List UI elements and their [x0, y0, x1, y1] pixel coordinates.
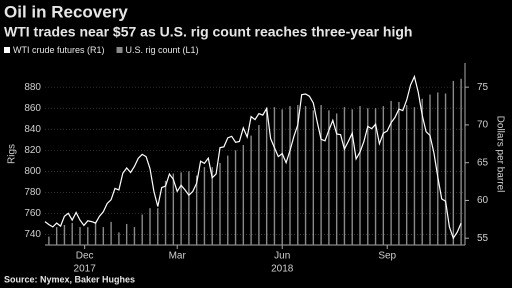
- bar: [164, 180, 167, 245]
- bar: [195, 175, 198, 245]
- chart-subtitle: WTI trades near $57 as U.S. rig count re…: [4, 24, 412, 40]
- y-tick-label: 780: [24, 187, 41, 198]
- bar: [328, 110, 330, 246]
- y-tick-label: 860: [24, 103, 41, 114]
- bar: [304, 106, 307, 245]
- bar: [390, 100, 392, 245]
- y2-tick-label: 55: [477, 233, 489, 244]
- bar: [250, 135, 252, 245]
- legend-swatch: [4, 47, 10, 53]
- bar: [382, 106, 385, 245]
- bar: [460, 78, 462, 245]
- y-tick-label: 880: [24, 82, 41, 93]
- bar: [273, 107, 276, 246]
- bar: [141, 214, 143, 245]
- bar: [374, 108, 377, 245]
- bar: [234, 150, 237, 245]
- y-tick-label: 740: [24, 229, 41, 240]
- bar: [429, 94, 431, 245]
- bar: [94, 221, 97, 245]
- bar: [343, 107, 346, 246]
- y-tick-label: 800: [24, 166, 41, 177]
- x-tick-label: Mar: [169, 251, 187, 262]
- bar: [265, 109, 268, 245]
- y2-tick-label: 70: [477, 120, 489, 131]
- y-tick-label: 760: [24, 208, 41, 219]
- bar: [320, 105, 322, 245]
- legend-label: U.S. rig count (L1): [126, 45, 199, 55]
- bar: [335, 113, 338, 246]
- bar: [157, 208, 159, 245]
- y-tick-label: 820: [24, 145, 41, 156]
- bar: [79, 227, 81, 245]
- bar: [149, 208, 151, 245]
- y2-tick-label: 75: [477, 82, 489, 93]
- bar: [258, 125, 260, 245]
- bar: [289, 106, 291, 245]
- x-tick-label: Jun: [274, 251, 290, 262]
- x-tick-label: Dec: [76, 251, 94, 262]
- bar: [405, 105, 408, 245]
- bar: [87, 227, 89, 245]
- bar: [71, 222, 73, 245]
- bar: [211, 167, 213, 245]
- bar: [437, 92, 439, 245]
- legend-label: WTI crude futures (R1): [13, 45, 105, 55]
- bar: [413, 107, 416, 246]
- bar: [312, 110, 315, 246]
- x-year-label: 2018: [271, 264, 294, 275]
- bar: [133, 227, 136, 245]
- bar: [367, 108, 369, 245]
- bar: [172, 173, 175, 245]
- x-year-label: 2017: [74, 264, 97, 275]
- bar: [359, 106, 361, 245]
- legend-swatch: [116, 47, 123, 53]
- bar: [48, 236, 50, 245]
- bar: [55, 227, 58, 245]
- bar: [297, 105, 299, 245]
- bar: [227, 155, 229, 245]
- bar: [452, 80, 455, 245]
- bar: [125, 223, 128, 245]
- bar: [242, 145, 245, 245]
- bar: [444, 93, 447, 245]
- bar: [351, 109, 353, 245]
- y2-axis-label: Dollars per barrel: [494, 116, 505, 193]
- bar: [118, 232, 120, 245]
- bar: [398, 101, 400, 245]
- bar: [63, 225, 66, 245]
- source: Source: Nymex, Baker Hughes: [4, 274, 135, 284]
- bar: [110, 221, 112, 245]
- x-tick-label: Sep: [378, 251, 396, 262]
- bar: [188, 171, 190, 245]
- y-tick-label: 840: [24, 124, 41, 135]
- bar: [219, 162, 221, 245]
- bar: [281, 109, 283, 245]
- y-axis-label: Rigs: [7, 144, 18, 164]
- bar: [203, 167, 206, 245]
- y2-tick-label: 60: [477, 195, 489, 206]
- bar: [421, 98, 423, 245]
- bar: [102, 227, 105, 245]
- chart-title: Oil in Recovery: [4, 2, 128, 21]
- line: [44, 74, 462, 240]
- bar: [180, 172, 182, 245]
- y2-tick-label: 65: [477, 157, 489, 168]
